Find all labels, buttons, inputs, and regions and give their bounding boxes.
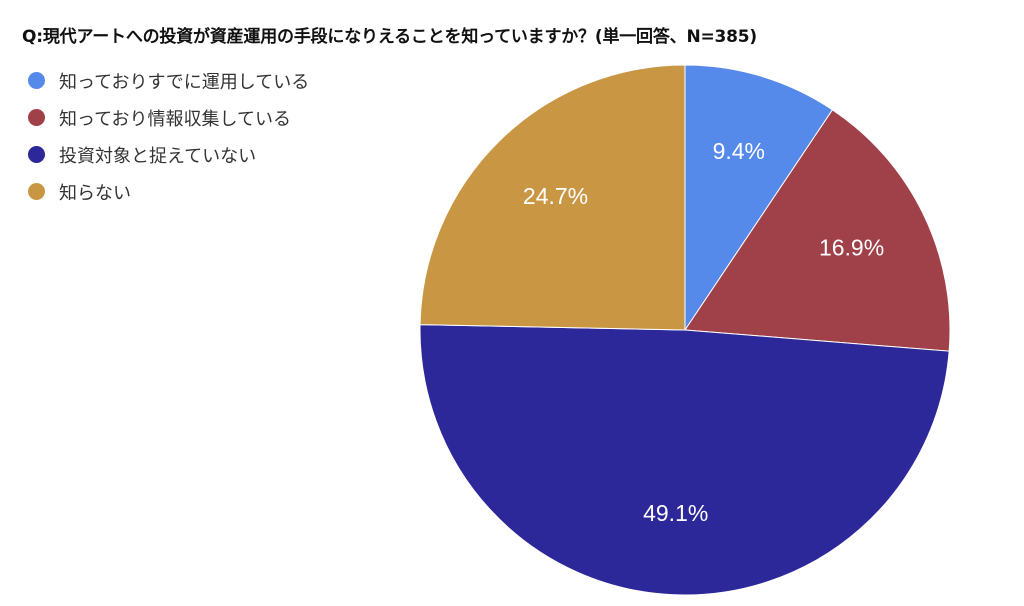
legend-item: 知っておりすでに運用している	[28, 62, 309, 99]
legend-swatch	[28, 109, 45, 126]
slice-data-label: 16.9%	[819, 235, 884, 261]
pie-slice	[684, 64, 834, 332]
slice-data-label: 49.1%	[643, 500, 708, 526]
pie-slice	[684, 109, 951, 352]
slice-data-label: 9.4%	[713, 138, 765, 164]
legend-swatch	[28, 183, 45, 200]
legend: 知っておりすでに運用している 知っており情報収集している 投資対象と捉えていない…	[28, 62, 309, 210]
legend-label: 知っておりすでに運用している	[59, 71, 310, 93]
legend-item: 投資対象と捉えていない	[28, 136, 309, 173]
chart-title: Q:現代アートへの投資が資産運用の手段になりえることを知っていますか？(単一回答…	[22, 27, 757, 47]
pie-slice	[419, 324, 950, 596]
legend-swatch	[28, 72, 45, 89]
legend-swatch	[28, 146, 45, 163]
legend-label: 知らない	[59, 182, 131, 204]
legend-label: 投資対象と捉えていない	[59, 145, 257, 167]
slice-data-label: 24.7%	[523, 183, 588, 209]
legend-label: 知っており情報収集している	[59, 108, 292, 130]
pie-slice	[419, 64, 686, 331]
legend-item: 知っており情報収集している	[28, 99, 309, 136]
legend-item: 知らない	[28, 173, 309, 210]
